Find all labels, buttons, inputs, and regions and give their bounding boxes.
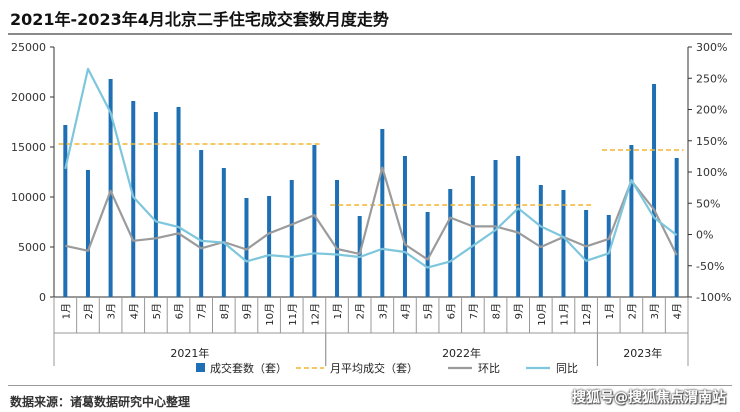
right-axis-tick-label: 100% <box>696 166 727 179</box>
category-label: 8月 <box>219 303 231 319</box>
year-label: 2021年 <box>170 346 209 360</box>
category-label: 2月 <box>355 303 367 319</box>
category-label: 5月 <box>423 303 435 319</box>
bar <box>606 215 611 297</box>
right-axis-tick-label: 250% <box>696 72 727 85</box>
bar <box>470 176 475 297</box>
category-label: 7月 <box>196 303 208 319</box>
bar <box>425 212 430 297</box>
category-label: 12月 <box>581 303 593 326</box>
category-label: 3月 <box>377 303 389 319</box>
category-label: 3月 <box>649 303 661 319</box>
bar <box>335 180 340 297</box>
yoy-line <box>64 67 678 269</box>
data-source: 数据来源：诸葛数据研究中心整理 <box>10 395 191 409</box>
right-axis-tick-label: 0% <box>696 229 713 242</box>
category-label: 4月 <box>400 303 412 319</box>
title-bar: 2021年-2023年4月北京二手住宅成交套数月度走势 <box>0 0 740 30</box>
bar <box>199 150 204 297</box>
bar <box>63 125 68 297</box>
category-label: 9月 <box>241 303 253 319</box>
chart-title: 2021年-2023年4月北京二手住宅成交套数月度走势 <box>10 10 389 29</box>
bar <box>629 145 634 297</box>
title-divider <box>8 33 732 35</box>
year-label: 2022年 <box>442 346 481 360</box>
category-label: 4月 <box>672 303 684 319</box>
category-label: 1月 <box>332 303 344 319</box>
category-label: 11月 <box>287 303 299 326</box>
category-label: 3月 <box>106 303 118 319</box>
bar <box>244 198 249 297</box>
bar <box>652 84 657 297</box>
bar <box>312 145 317 297</box>
left-axis-tick-label: 0 <box>39 291 46 304</box>
bar <box>85 170 90 297</box>
legend-label: 同比 <box>556 362 578 375</box>
category-label: 4月 <box>128 303 140 319</box>
category-label: 1月 <box>60 303 72 319</box>
bar <box>516 156 521 297</box>
bar <box>584 210 589 297</box>
bar <box>267 196 272 297</box>
bar <box>153 112 158 297</box>
watermark: 搜狐号@搜狐焦点渭南站 <box>572 390 726 406</box>
category-label: 1月 <box>604 303 616 319</box>
left-axis-tick-label: 5000 <box>18 241 46 254</box>
category-label: 7月 <box>468 303 480 319</box>
category-label: 5月 <box>151 303 163 319</box>
legend-label: 环比 <box>478 362 500 375</box>
left-axis-tick-label: 25000 <box>11 41 46 54</box>
bar <box>176 107 181 297</box>
category-label: 10月 <box>536 303 548 326</box>
source-divider <box>8 385 732 386</box>
right-axis-tick-label: 200% <box>696 104 727 117</box>
category-label: 11月 <box>558 303 570 326</box>
left-axis-tick-label: 15000 <box>11 141 46 154</box>
bar <box>402 156 407 297</box>
bar <box>289 180 294 297</box>
right-axis-tick-label: 150% <box>696 135 727 148</box>
right-axis-tick-label: 300% <box>696 41 727 54</box>
mom-line <box>65 166 678 261</box>
bar <box>674 158 679 297</box>
bar <box>538 185 543 297</box>
category-label: 8月 <box>491 303 503 319</box>
category-label: 10月 <box>264 303 276 326</box>
bar <box>221 168 226 297</box>
right-axis-tick-label: 50% <box>696 197 720 210</box>
bar <box>493 160 498 297</box>
legend-swatch-bar <box>196 363 205 372</box>
legend-label: 成交套数（套） <box>210 361 287 375</box>
left-axis-tick-label: 10000 <box>11 191 46 204</box>
right-axis-tick-label: -50% <box>696 260 724 273</box>
category-label: 2月 <box>83 303 95 319</box>
bar <box>108 79 113 297</box>
category-label: 2月 <box>626 303 638 319</box>
bar <box>131 101 136 297</box>
bar <box>561 190 566 297</box>
legend-label: 月平均成交（套） <box>330 361 418 375</box>
year-label: 2023年 <box>623 346 662 360</box>
category-label: 6月 <box>445 303 457 319</box>
bar <box>380 129 385 297</box>
right-axis-tick-label: -100% <box>696 291 731 304</box>
category-label: 6月 <box>174 303 186 319</box>
category-label: 12月 <box>309 303 321 326</box>
bar <box>448 189 453 297</box>
category-label: 9月 <box>513 303 525 319</box>
left-axis-tick-label: 20000 <box>11 91 46 104</box>
